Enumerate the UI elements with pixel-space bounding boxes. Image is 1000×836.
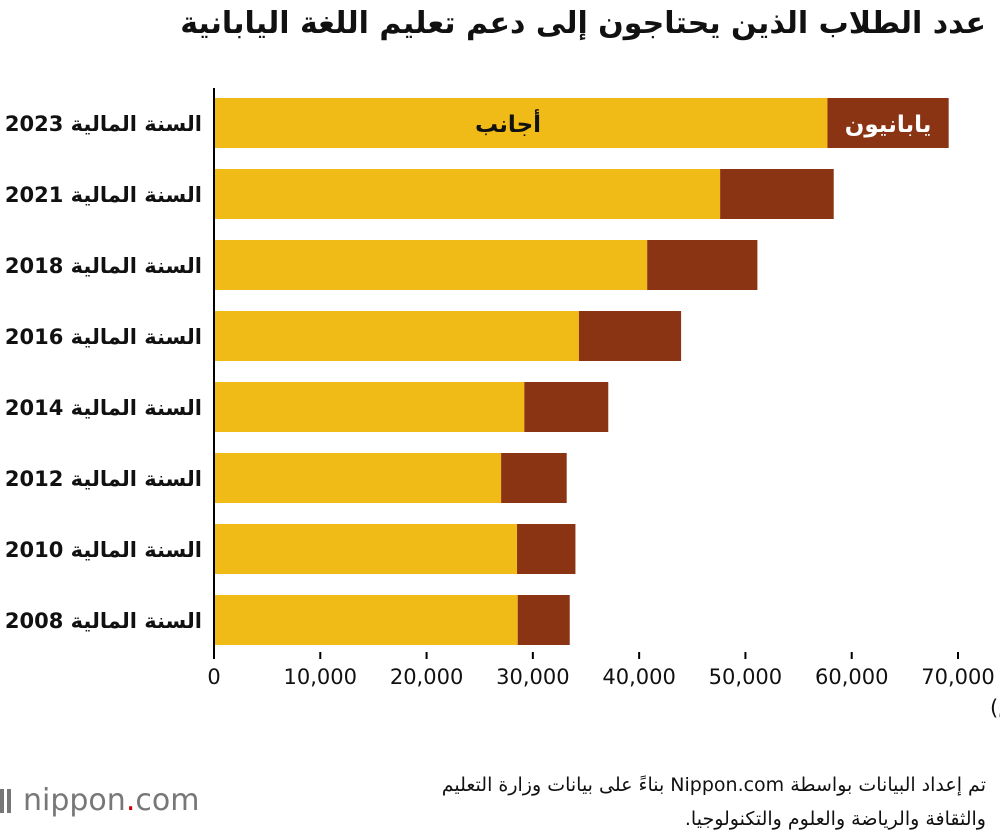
bar-japanese-2 xyxy=(647,240,758,290)
bars-group xyxy=(214,98,949,645)
x-tick-label-1: 10,000 xyxy=(284,665,357,689)
source-line-2: والثقافة والرياضة والعلوم والتكنولوجيا. xyxy=(684,808,986,830)
chart-title: عدد الطلاب الذين يحتاجون إلى دعم تعليم ا… xyxy=(180,6,986,41)
category-label-3: السنة المالية 2016 xyxy=(5,325,202,349)
category-label-1: السنة المالية 2021 xyxy=(5,183,202,207)
series-labels: أجانب يابانيون xyxy=(475,108,931,138)
x-tick-label-6: 60,000 xyxy=(815,665,888,689)
bar-foreign-3 xyxy=(214,311,579,361)
category-label-4: السنة المالية 2014 xyxy=(5,396,202,420)
x-tick-label-4: 40,000 xyxy=(602,665,675,689)
bar-foreign-6 xyxy=(214,524,518,574)
bar-japanese-1 xyxy=(720,169,834,219)
stacked-bar-chart: السنة المالية 2023 السنة المالية 2021 السن… xyxy=(5,88,1000,720)
category-labels: السنة المالية 2023 السنة المالية 2021 السن… xyxy=(5,112,202,633)
x-tick-label-3: 30,000 xyxy=(496,665,569,689)
nippon-logo: nippon. com xyxy=(0,783,199,818)
bar-foreign-4 xyxy=(214,382,525,432)
x-tick-label-5: 50,000 xyxy=(709,665,782,689)
logo-name: nippon xyxy=(23,783,126,818)
logo-dot: . xyxy=(125,783,136,818)
x-axis-ticks: 0 10,000 20,000 30,000 40,000 50,000 60,000 70,… xyxy=(207,652,995,689)
category-label-7: السنة المالية 2008 xyxy=(5,609,202,633)
category-label-2: السنة المالية 2018 xyxy=(5,254,202,278)
category-label-6: السنة المالية 2010 xyxy=(5,538,202,562)
source-note: تم إعداد البيانات بواسطة Nippon.com بناء… xyxy=(286,768,986,836)
bar-japanese-6 xyxy=(517,524,576,574)
logo-suffix: com xyxy=(135,783,200,818)
bar-japanese-3 xyxy=(578,311,682,361)
bar-foreign-2 xyxy=(214,240,648,290)
bar-foreign-7 xyxy=(214,595,518,645)
series-label-japanese: يابانيون xyxy=(845,112,932,138)
bar-japanese-0 xyxy=(827,98,949,148)
series-label-foreign: أجانب xyxy=(475,108,541,138)
source-line-1: تم إعداد البيانات بواسطة Nippon.com بناء… xyxy=(441,774,986,796)
logo-mark-icon xyxy=(0,788,4,813)
bar-japanese-7 xyxy=(517,595,570,645)
x-tick-label-0: 0 xyxy=(207,665,220,689)
bar-foreign-0 xyxy=(214,98,828,148)
bar-japanese-5 xyxy=(501,453,567,503)
bar-foreign-5 xyxy=(214,453,502,503)
category-label-0: السنة المالية 2023 xyxy=(5,112,202,136)
logo-mark-icon-2 xyxy=(7,788,11,813)
x-axis-unit-label: (شخص) xyxy=(990,696,1000,720)
bar-foreign-1 xyxy=(214,169,721,219)
category-label-5: السنة المالية 2012 xyxy=(5,467,202,491)
bar-japanese-4 xyxy=(524,382,609,432)
x-tick-label-2: 20,000 xyxy=(390,665,463,689)
x-tick-label-7: 70,000 xyxy=(921,665,994,689)
